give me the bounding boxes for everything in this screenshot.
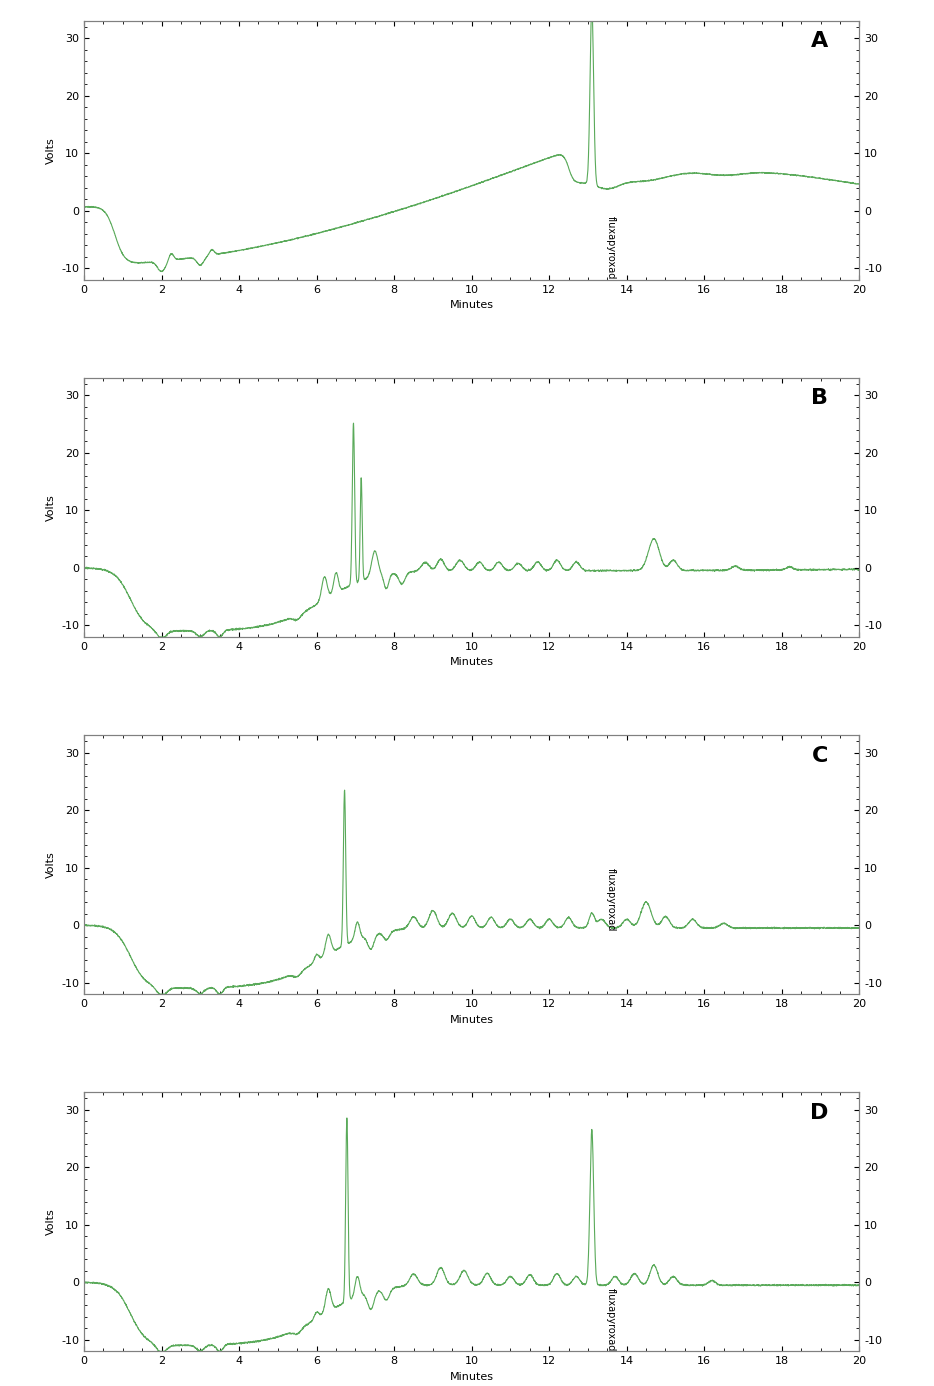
- Text: fluxapyroxad: fluxapyroxad: [605, 216, 616, 280]
- Text: A: A: [811, 30, 828, 51]
- Text: C: C: [812, 746, 828, 765]
- X-axis label: Minutes: Minutes: [449, 1015, 494, 1024]
- Y-axis label: Volts: Volts: [46, 493, 56, 521]
- Y-axis label: Volts: Volts: [46, 137, 56, 164]
- X-axis label: Minutes: Minutes: [449, 657, 494, 667]
- Text: fluxapyroxad: fluxapyroxad: [605, 1288, 616, 1351]
- Y-axis label: Volts: Volts: [46, 851, 56, 879]
- X-axis label: Minutes: Minutes: [449, 1372, 494, 1382]
- Text: fluxapyroxad: fluxapyroxad: [605, 868, 616, 931]
- Text: D: D: [810, 1103, 828, 1123]
- Text: B: B: [812, 388, 828, 409]
- Y-axis label: Volts: Volts: [46, 1209, 56, 1235]
- X-axis label: Minutes: Minutes: [449, 301, 494, 310]
